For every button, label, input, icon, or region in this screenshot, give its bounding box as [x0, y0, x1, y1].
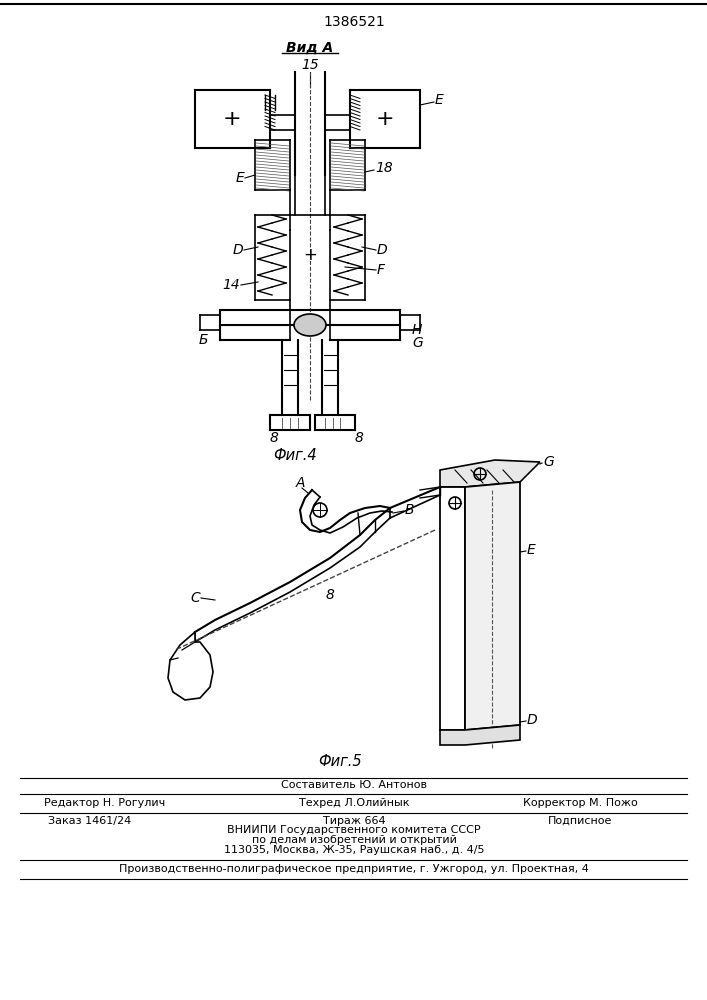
Text: 8: 8 [270, 431, 279, 445]
Text: Б: Б [199, 333, 208, 347]
Text: D: D [377, 243, 387, 257]
Text: Техред Л.Олийнык: Техред Л.Олийнык [299, 798, 409, 808]
Text: G: G [412, 336, 423, 350]
Text: 14: 14 [222, 278, 240, 292]
Ellipse shape [294, 314, 326, 336]
Text: F: F [377, 263, 385, 277]
Text: по делам изобретений и открытий: по делам изобретений и открытий [252, 835, 457, 845]
Text: D: D [233, 243, 243, 257]
Text: Редактор Н. Рогулич: Редактор Н. Рогулич [45, 798, 165, 808]
Text: Составитель Ю. Антонов: Составитель Ю. Антонов [281, 780, 427, 790]
Text: Фиг.5: Фиг.5 [318, 754, 362, 770]
Text: 113035, Москва, Ж-35, Раушская наб., д. 4/5: 113035, Москва, Ж-35, Раушская наб., д. … [223, 845, 484, 855]
Text: Производственно-полиграфическое предприятие, г. Ужгород, ул. Проектная, 4: Производственно-полиграфическое предприя… [119, 864, 589, 874]
Text: +: + [375, 109, 395, 129]
Text: H: H [412, 323, 422, 337]
Text: +: + [223, 109, 241, 129]
Text: 8: 8 [355, 431, 364, 445]
Text: B: B [405, 503, 414, 517]
Text: Фиг.4: Фиг.4 [273, 448, 317, 462]
Polygon shape [440, 460, 540, 487]
Text: A: A [296, 476, 305, 490]
Polygon shape [465, 482, 520, 730]
Text: 1386521: 1386521 [323, 15, 385, 29]
Text: 15: 15 [301, 58, 319, 72]
Text: Подписное: Подписное [548, 816, 612, 826]
Text: D: D [527, 713, 537, 727]
Text: Тираж 664: Тираж 664 [322, 816, 385, 826]
Text: ВНИИПИ Государственного комитета СССР: ВНИИПИ Государственного комитета СССР [227, 825, 481, 835]
Polygon shape [440, 725, 520, 745]
Text: 18: 18 [375, 161, 393, 175]
Text: Корректор М. Пожо: Корректор М. Пожо [522, 798, 638, 808]
Text: E: E [435, 93, 444, 107]
Text: E: E [527, 543, 536, 557]
Text: Вид А: Вид А [286, 41, 334, 55]
Polygon shape [440, 487, 465, 730]
Text: E: E [235, 171, 244, 185]
Text: 8: 8 [325, 588, 334, 602]
Text: C: C [190, 591, 200, 605]
Text: Заказ 1461/24: Заказ 1461/24 [48, 816, 132, 826]
Polygon shape [168, 632, 213, 700]
Text: G: G [543, 455, 554, 469]
Text: +: + [303, 246, 317, 264]
